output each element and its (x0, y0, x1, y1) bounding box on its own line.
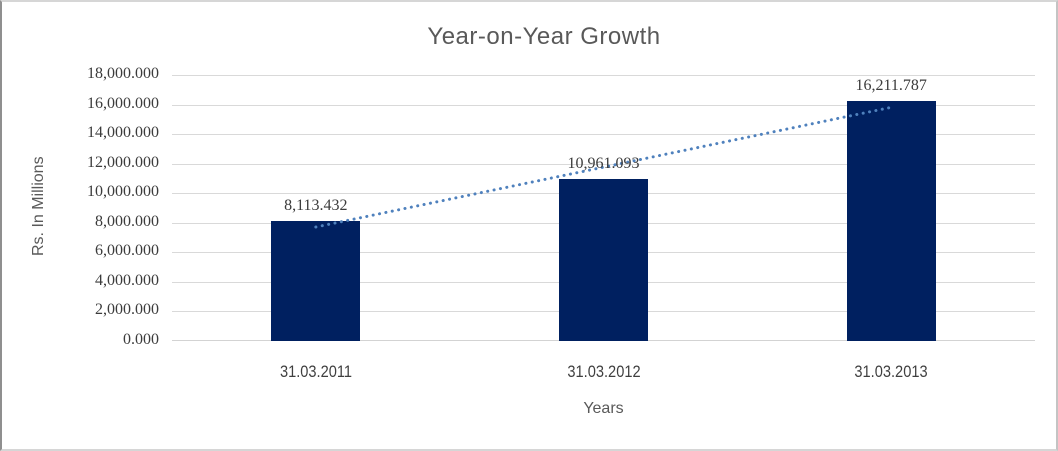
x-category-label: 31.03.2012 (566, 362, 641, 381)
bar-data-label: 16,211.787 (855, 77, 927, 95)
gridline (172, 163, 1035, 165)
bar (846, 101, 936, 341)
y-axis-tick-label: 18,000.000 (87, 65, 159, 82)
gridline (172, 134, 1035, 136)
trendline (314, 105, 893, 229)
y-axis-tick-label: 14,000.000 (87, 124, 159, 142)
gridline (172, 104, 1035, 106)
bar (559, 179, 648, 341)
y-axis-tick-label: 10,000.000 (87, 183, 159, 201)
x-axis-title: Years (583, 400, 624, 417)
gridline (172, 75, 1035, 76)
y-axis-title: Rs. In Millions (30, 156, 47, 256)
chart-title: Year-on-Year Growth (427, 23, 661, 50)
y-axis-tick-label: 0.000 (123, 331, 159, 348)
bar (271, 221, 361, 341)
bar-data-label: 8,113.432 (284, 197, 348, 215)
y-axis-tick-label: 2,000.000 (95, 301, 159, 319)
plot-area: 8,113.432 10,961.093 16,211.787 (172, 75, 1035, 341)
y-axis-tick-label: 12,000.000 (87, 153, 159, 171)
x-category-label: 31.03.2011 (279, 362, 352, 381)
y-axis-tick-label: 6,000.000 (95, 242, 159, 260)
y-axis-tick-label: 8,000.000 (95, 212, 159, 230)
bar-data-label: 10,961.093 (567, 155, 640, 173)
y-axis-tick-label: 4,000.000 (95, 271, 159, 289)
y-axis-tick-label: 16,000.000 (87, 94, 159, 112)
trendline-path (314, 105, 893, 229)
x-category-label: 31.03.2013 (854, 362, 928, 381)
